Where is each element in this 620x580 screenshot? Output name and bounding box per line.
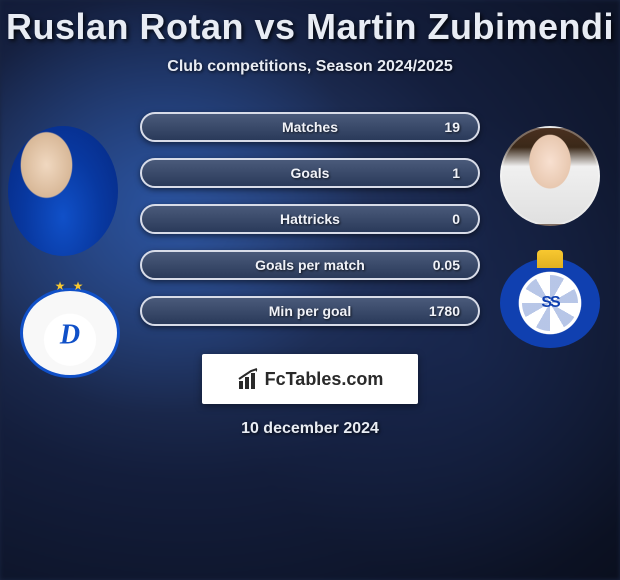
club-badge-right — [500, 258, 600, 348]
stat-label: Min per goal — [269, 303, 351, 319]
stat-value: 0 — [452, 211, 460, 227]
page-title: Ruslan Rotan vs Martin Zubimendi — [0, 6, 620, 48]
player-avatar-left — [8, 126, 118, 256]
stat-value: 1 — [452, 165, 460, 181]
stat-value: 0.05 — [433, 257, 460, 273]
content-container: Ruslan Rotan vs Martin Zubimendi Club co… — [0, 0, 620, 580]
stat-label: Hattricks — [280, 211, 340, 227]
player-avatar-right — [500, 126, 600, 226]
stat-label: Goals per match — [255, 257, 365, 273]
chart-icon — [237, 367, 261, 391]
club-badge-left — [20, 288, 120, 378]
stat-row: Hattricks 0 — [140, 204, 480, 234]
stat-row: Goals 1 — [140, 158, 480, 188]
stat-row: Goals per match 0.05 — [140, 250, 480, 280]
stat-row: Min per goal 1780 — [140, 296, 480, 326]
source-logo: FcTables.com — [202, 354, 418, 404]
stat-row: Matches 19 — [140, 112, 480, 142]
stat-value: 1780 — [429, 303, 460, 319]
logo-text: FcTables.com — [265, 369, 384, 390]
club-badge-right-inner — [522, 275, 578, 331]
stat-value: 19 — [444, 119, 460, 135]
footer-date: 10 december 2024 — [0, 420, 620, 438]
stat-label: Goals — [291, 165, 330, 181]
subtitle: Club competitions, Season 2024/2025 — [0, 58, 620, 76]
stat-label: Matches — [282, 119, 338, 135]
